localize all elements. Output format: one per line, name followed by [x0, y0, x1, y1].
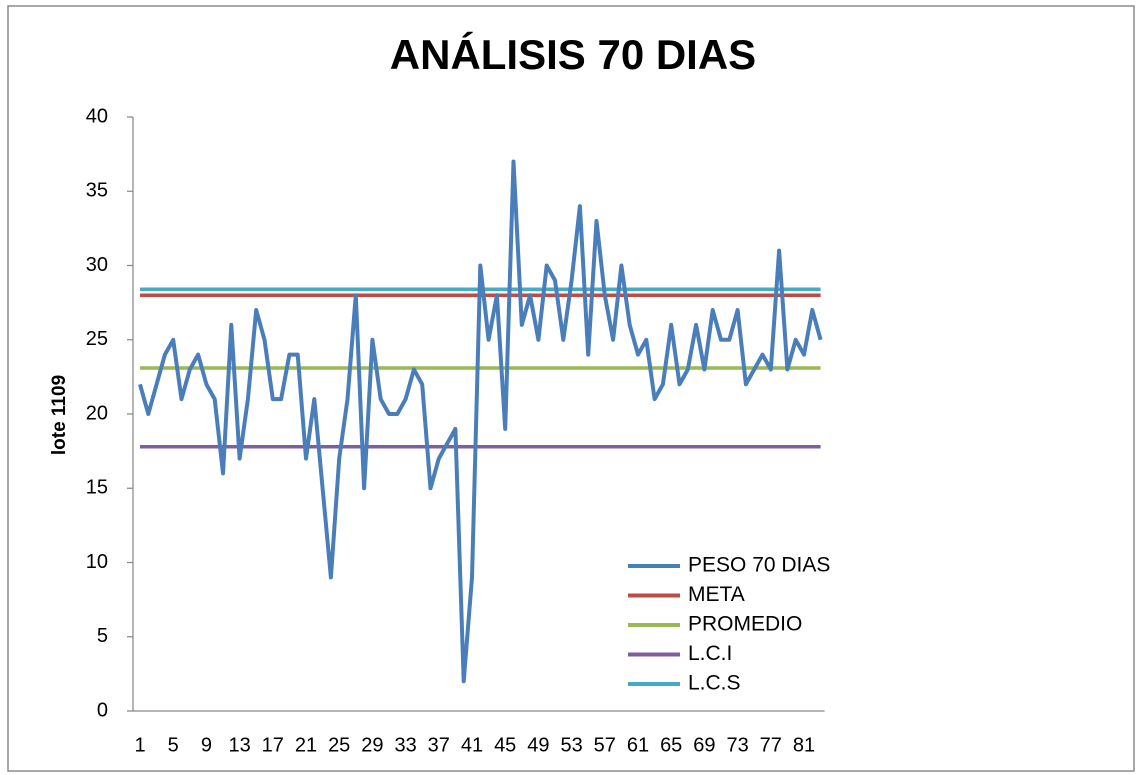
y-axis-label: lote 1109 [49, 375, 70, 455]
legend-label: L.C.I [688, 642, 732, 665]
legend-label: PROMEDIO [688, 613, 802, 636]
x-tick-label: 77 [760, 734, 782, 756]
x-tick-label: 5 [168, 734, 179, 756]
x-tick-label: 9 [201, 734, 212, 756]
y-tick-label: 20 [86, 402, 108, 424]
x-tick-label: 61 [627, 734, 649, 756]
x-tick-label: 73 [726, 734, 748, 756]
y-tick-label: 30 [86, 254, 108, 276]
x-tick-label: 69 [693, 734, 715, 756]
x-tick-label: 13 [228, 734, 250, 756]
x-tick-label: 33 [394, 734, 416, 756]
legend-label: PESO 70 DIAS [688, 554, 830, 577]
x-tick-label: 45 [494, 734, 516, 756]
chart-title: ANÁLISIS 70 DIAS [390, 31, 756, 78]
series-line [138, 159, 823, 684]
x-tick-label: 49 [527, 734, 549, 756]
y-tick-label: 0 [97, 699, 108, 721]
x-tick-label: 81 [793, 734, 815, 756]
y-tick-label: 5 [97, 625, 108, 647]
x-tick-label: 17 [262, 734, 284, 756]
legend-label: META [688, 583, 745, 606]
x-tick-label: 25 [328, 734, 350, 756]
x-tick-label: 57 [594, 734, 616, 756]
y-tick-label: 15 [86, 477, 108, 499]
x-tick-label: 1 [134, 734, 145, 756]
legend-label: L.C.S [688, 672, 741, 695]
y-tick-label: 10 [86, 551, 108, 573]
chart-border [7, 5, 1135, 772]
x-tick-label: 53 [560, 734, 582, 756]
x-tick-label: 41 [461, 734, 483, 756]
x-tick-label: 37 [428, 734, 450, 756]
y-tick-label: 40 [86, 105, 108, 127]
x-tick-label: 29 [361, 734, 383, 756]
x-tick-label: 21 [295, 734, 317, 756]
y-tick-label: 35 [86, 180, 108, 202]
y-tick-label: 25 [86, 328, 108, 350]
x-tick-label: 65 [660, 734, 682, 756]
